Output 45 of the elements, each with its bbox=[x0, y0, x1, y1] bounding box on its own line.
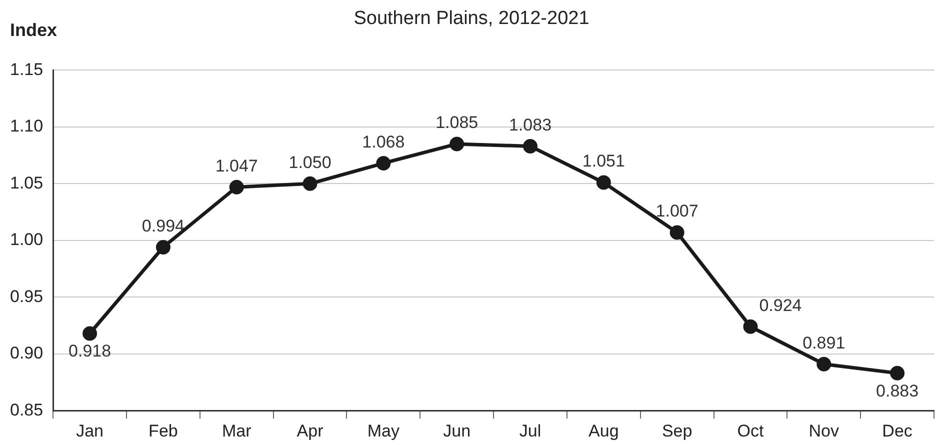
x-tick-label: Jun bbox=[443, 421, 471, 440]
chart-subtitle: Southern Plains, 2012-2021 bbox=[354, 8, 590, 29]
point bbox=[890, 366, 905, 380]
x-tick-label: Feb bbox=[148, 421, 178, 440]
x-tick-label: Oct bbox=[737, 421, 764, 440]
point bbox=[376, 156, 391, 170]
data-label: 0.918 bbox=[68, 342, 112, 361]
x-tick-label: Aug bbox=[588, 421, 619, 440]
y-tick-label: 0.90 bbox=[10, 344, 44, 363]
data-label: 1.085 bbox=[436, 113, 478, 132]
point bbox=[743, 319, 758, 334]
data-label: 0.924 bbox=[759, 296, 802, 315]
y-tick-label: 1.00 bbox=[10, 230, 44, 250]
x-tick-label: May bbox=[367, 421, 400, 440]
x-tick-label: Sep bbox=[662, 421, 692, 440]
y-axis-title: Index bbox=[10, 20, 58, 41]
y-tick-label: 0.85 bbox=[10, 400, 44, 420]
x-tick-label: Nov bbox=[808, 421, 840, 440]
data-label: 1.068 bbox=[362, 132, 405, 152]
point bbox=[156, 240, 170, 254]
x-tick-label: Apr bbox=[296, 421, 324, 440]
data-label: 0.994 bbox=[142, 216, 184, 236]
data-label: 1.051 bbox=[582, 152, 625, 171]
point bbox=[302, 176, 318, 191]
x-tick-label: Jul bbox=[519, 421, 542, 440]
data-label: 1.083 bbox=[508, 115, 552, 134]
point bbox=[229, 180, 244, 194]
data-label: 1.007 bbox=[656, 202, 698, 221]
y-tick-label: 1.15 bbox=[10, 60, 44, 79]
x-tick-label: Dec bbox=[882, 421, 913, 440]
y-tick-label: 0.95 bbox=[10, 286, 44, 306]
point bbox=[596, 175, 611, 190]
data-label: 1.047 bbox=[215, 156, 258, 176]
point bbox=[523, 138, 538, 154]
x-tick-label: Jan bbox=[76, 421, 104, 440]
point bbox=[82, 326, 98, 341]
point bbox=[670, 225, 684, 240]
data-label: 0.891 bbox=[802, 333, 846, 352]
point bbox=[816, 356, 832, 372]
data-label: 0.883 bbox=[876, 381, 919, 400]
y-tick-label: 1.05 bbox=[10, 173, 44, 192]
y-tick-label: 1.10 bbox=[10, 116, 44, 136]
x-tick-label: Mar bbox=[222, 421, 252, 440]
point bbox=[450, 136, 464, 152]
data-label: 1.050 bbox=[288, 152, 332, 172]
